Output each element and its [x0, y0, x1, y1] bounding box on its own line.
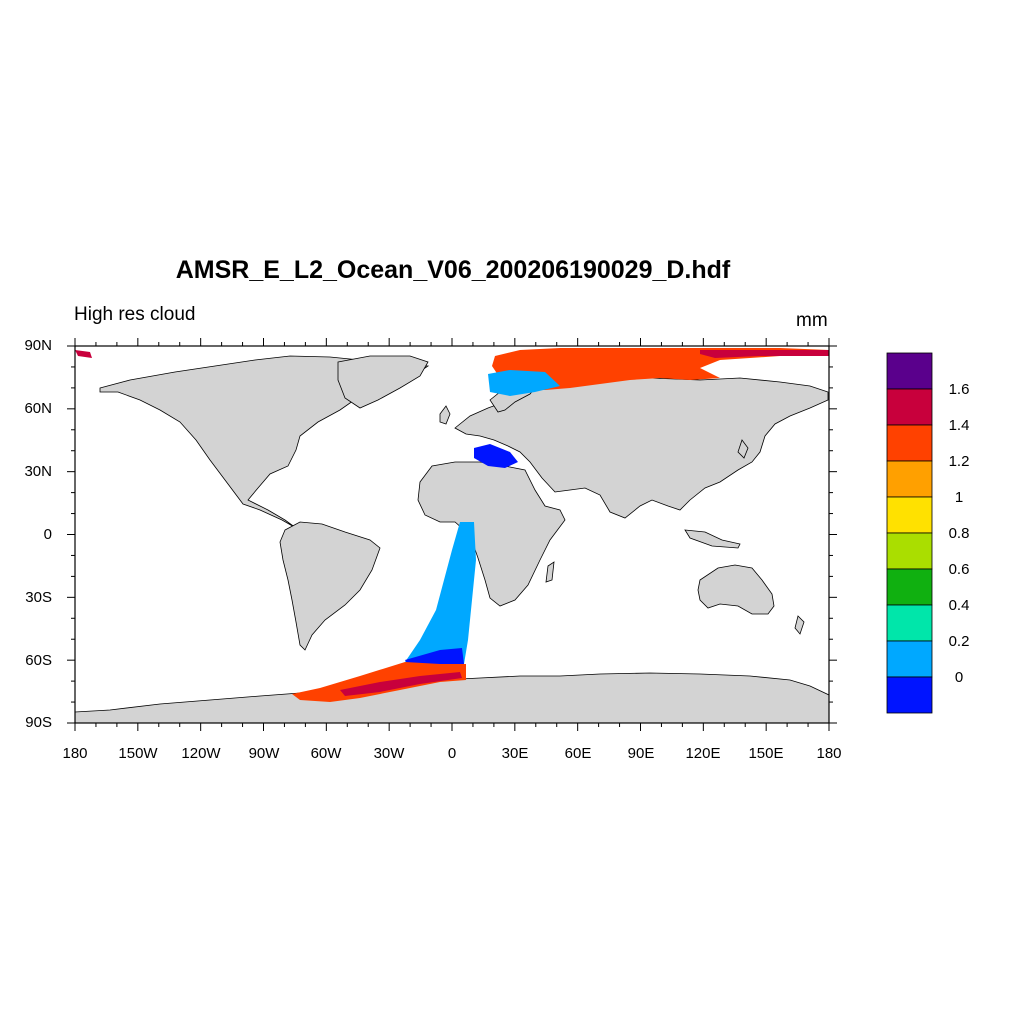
lon-label-60e: 60E	[564, 745, 592, 762]
lat-label-90n: 90N	[24, 337, 52, 354]
colorbar-label-0.4: 0.4	[948, 597, 970, 614]
lon-label-150e: 150E	[748, 745, 784, 762]
lon-label-180w: 180	[62, 745, 88, 762]
greenland	[337, 355, 429, 409]
colorbar-box-1	[886, 388, 933, 426]
swath-mediterranean	[474, 444, 518, 468]
colorbar-label-1.4: 1.4	[948, 417, 970, 434]
lon-label-120w: 120W	[181, 745, 221, 762]
axis-ticks	[67, 338, 837, 731]
colorbar-box-4	[886, 496, 933, 534]
colorbar-box-5	[886, 532, 933, 570]
colorbar-label-0.8: 0.8	[948, 525, 970, 542]
variable-label: High res cloud	[74, 304, 196, 325]
swath-north-atlantic	[488, 370, 560, 396]
colorbar-label-1.2: 1.2	[948, 453, 970, 470]
lon-label-60w: 60W	[310, 745, 342, 762]
swath-arctic	[492, 348, 829, 390]
colorbar-box-6	[886, 568, 933, 606]
british-isles	[439, 405, 451, 425]
swath-data	[75, 348, 829, 702]
map-area	[75, 346, 829, 723]
map-title: AMSR_E_L2_Ocean_V06_200206190029_D.hdf	[175, 256, 731, 284]
lat-label-30s: 30S	[25, 589, 52, 606]
swath-southern-ocean-dark	[340, 672, 462, 696]
swath-arctic-dark	[700, 350, 829, 358]
lat-label-60n: 60N	[24, 400, 52, 417]
colorbar-box-8	[886, 640, 933, 678]
lat-label-0: 0	[43, 526, 52, 543]
land-masses	[75, 355, 829, 723]
lon-label-150w: 150W	[118, 745, 158, 762]
colorbar-box-3	[886, 460, 933, 498]
swath-southern-ocean	[292, 662, 466, 702]
madagascar	[545, 561, 555, 583]
indonesia	[684, 529, 741, 549]
new-zealand	[794, 615, 805, 635]
antarctica	[75, 672, 829, 723]
lon-label-0: 0	[447, 745, 457, 762]
south-america	[279, 521, 381, 651]
colorbar-label-0.6: 0.6	[948, 561, 970, 578]
colorbar-label-0.2: 0.2	[948, 633, 970, 650]
lat-label-60s: 60S	[25, 652, 52, 669]
lat-label-30n: 30N	[24, 463, 52, 480]
swath-arctic-dark2	[75, 350, 92, 358]
colorbar-label-0: 0	[954, 669, 964, 686]
colorbar-box-2	[886, 424, 933, 462]
japan	[737, 439, 749, 459]
colorbar-box-7	[886, 604, 933, 642]
lon-label-180e: 180	[816, 745, 842, 762]
australia	[697, 564, 775, 615]
swath-south-atlantic	[405, 522, 476, 668]
colorbar	[886, 352, 933, 714]
lon-label-90w: 90W	[248, 745, 280, 762]
colorbar-label-1: 1	[954, 489, 964, 506]
units-label: mm	[796, 310, 828, 331]
colorbar-label-1.6: 1.6	[948, 381, 970, 398]
colorbar-box-9	[886, 676, 933, 714]
lon-label-120e: 120E	[685, 745, 721, 762]
lon-label-90e: 90E	[627, 745, 655, 762]
lat-label-90s: 90S	[25, 714, 52, 731]
lon-label-30w: 30W	[373, 745, 405, 762]
lon-label-30e: 30E	[501, 745, 529, 762]
colorbar-box-0	[886, 352, 933, 390]
